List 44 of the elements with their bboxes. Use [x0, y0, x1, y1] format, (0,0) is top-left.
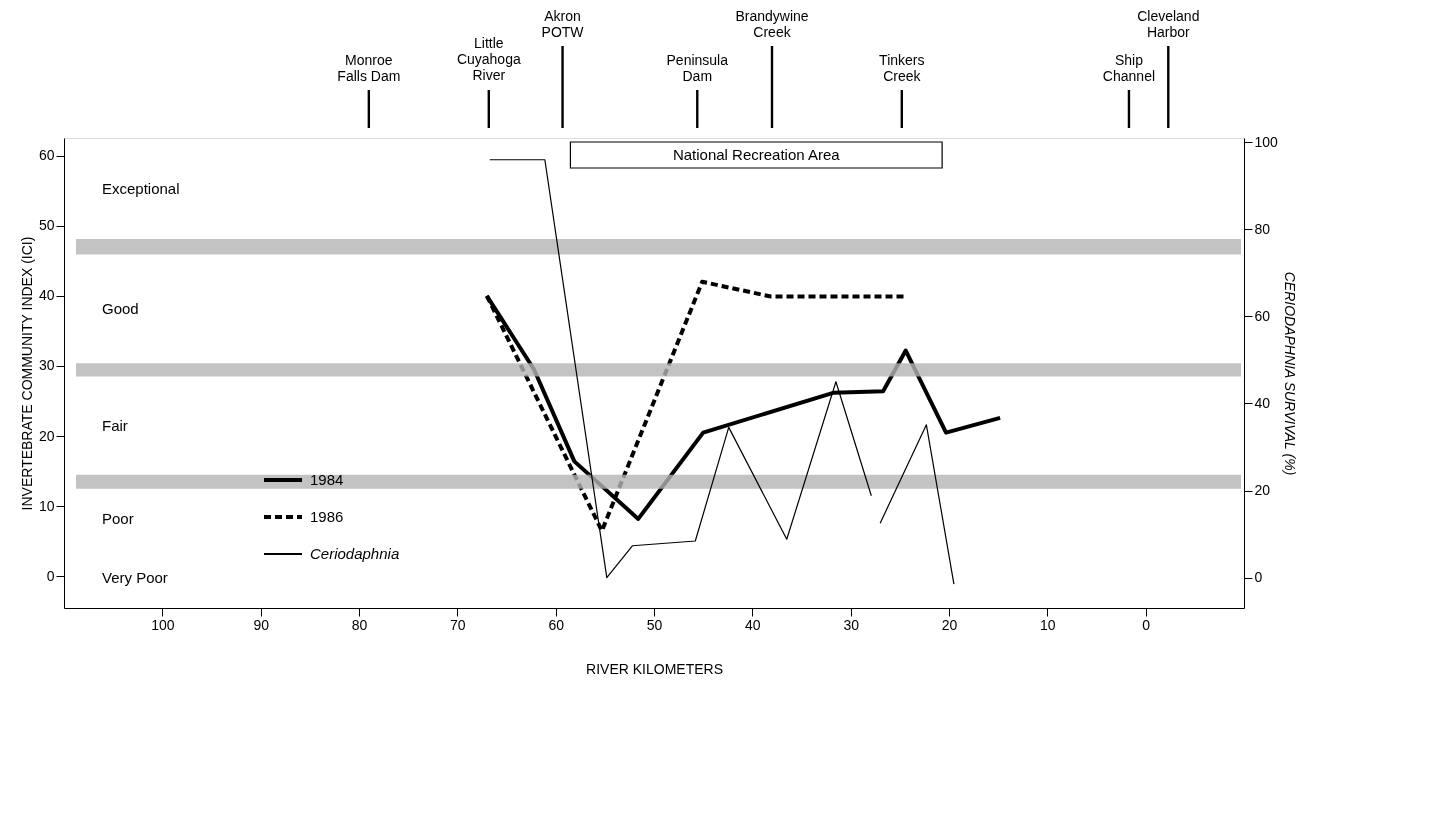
y-axis-title: INVERTEBRATE COMMUNITY INDEX (ICI) [18, 236, 35, 511]
x-tick-label: 50 [646, 616, 663, 633]
annotation: Good [102, 299, 139, 317]
ref-line-label: Akron POTW [541, 8, 585, 40]
annotation: Fair [102, 416, 128, 434]
y2-axis-title: CERIODAPHNIA SURVIVAL (%) [1281, 271, 1298, 476]
ref-line-label: Peninsula Dam [666, 52, 729, 84]
x-tick-label: 60 [548, 616, 565, 633]
y2-tick-label: 0 [1254, 569, 1263, 586]
y2-tick-label: 40 [1254, 394, 1271, 411]
ref-line-label: Tinkers Creek [879, 52, 925, 84]
annotation: Poor [102, 509, 134, 527]
y-tick-label: 10 [38, 497, 55, 514]
band-label: National Recreation Area [672, 146, 841, 163]
annotation: Very Poor [102, 569, 168, 587]
y-tick-label: 40 [38, 287, 55, 304]
y2-tick-label: 20 [1254, 482, 1271, 498]
y-tick-label: 50 [38, 217, 55, 234]
x-tick-label: 10 [1040, 616, 1056, 633]
x-tick-label: 100 [151, 616, 175, 633]
x-tick-label: 30 [843, 616, 860, 633]
x-axis-title: RIVER KILOMETERS [586, 660, 723, 677]
x-tick-label: 70 [450, 616, 466, 633]
legend-label: 1986 [310, 508, 344, 525]
y-tick-label: 30 [38, 357, 55, 374]
ref-line-label: Monroe Falls Dam [337, 52, 401, 84]
ref-line-label: Ship Channel [1102, 52, 1156, 84]
ref-line-label: Cleveland Harbor [1137, 8, 1200, 40]
legend-label: Ceriodaphnia [310, 545, 400, 562]
legend-label: 1984 [310, 471, 344, 488]
y-tick-label: 60 [38, 147, 55, 164]
y-tick-label: 20 [38, 427, 55, 444]
y2-tick-label: 80 [1254, 220, 1271, 237]
x-tick-label: 40 [745, 616, 761, 633]
x-tick-label: 90 [253, 616, 270, 633]
ref-line-label: Little Cuyahoga River [456, 35, 521, 83]
x-tick-label: 20 [941, 616, 958, 633]
y2-tick-label: 100 [1254, 133, 1279, 150]
ref-line-label: Brandywine Creek [735, 8, 809, 40]
x-tick-label: 0 [1142, 616, 1151, 633]
y2-tick-label: 60 [1254, 307, 1271, 324]
x-tick-label: 80 [351, 616, 368, 633]
y-tick-label: 0 [46, 567, 55, 584]
annotation: Exceptional [102, 179, 180, 197]
